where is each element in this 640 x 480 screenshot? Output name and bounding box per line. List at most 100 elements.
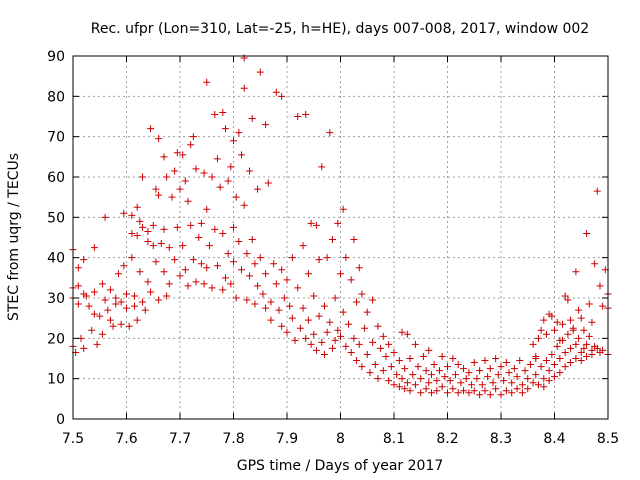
data-point bbox=[307, 340, 315, 348]
data-point bbox=[256, 68, 264, 76]
data-point bbox=[315, 312, 323, 320]
data-point bbox=[90, 244, 98, 252]
data-point bbox=[518, 389, 526, 397]
data-point bbox=[294, 113, 302, 120]
data-point bbox=[583, 340, 591, 348]
data-point bbox=[411, 340, 419, 348]
data-point bbox=[409, 371, 417, 379]
data-point bbox=[337, 270, 344, 278]
data-point bbox=[155, 191, 163, 199]
data-point bbox=[427, 371, 435, 379]
data-point bbox=[195, 234, 203, 241]
data-point bbox=[179, 242, 187, 250]
data-point bbox=[192, 165, 200, 173]
data-point bbox=[160, 268, 168, 276]
data-point bbox=[312, 221, 320, 229]
data-point bbox=[580, 344, 588, 352]
data-point bbox=[235, 129, 243, 137]
x-tick-label: 7.9 bbox=[276, 431, 298, 447]
data-point bbox=[254, 282, 262, 290]
data-point bbox=[192, 278, 200, 286]
data-point bbox=[173, 149, 181, 157]
data-point bbox=[572, 268, 580, 276]
data-point bbox=[452, 371, 460, 379]
data-point bbox=[128, 229, 136, 237]
data-point bbox=[219, 108, 227, 116]
data-point bbox=[288, 314, 296, 322]
data-point bbox=[540, 316, 548, 324]
data-point bbox=[500, 377, 508, 385]
data-point bbox=[377, 344, 385, 352]
data-point bbox=[144, 227, 152, 235]
data-point bbox=[246, 167, 254, 175]
data-point bbox=[278, 322, 286, 330]
data-point bbox=[168, 193, 176, 201]
data-point bbox=[331, 294, 339, 302]
data-point bbox=[534, 334, 542, 342]
data-point bbox=[270, 260, 278, 268]
data-point bbox=[572, 340, 580, 348]
data-point bbox=[350, 334, 358, 342]
data-point bbox=[312, 346, 320, 354]
data-point bbox=[219, 286, 227, 294]
x-tick-label: 7.5 bbox=[62, 431, 84, 447]
data-point bbox=[401, 385, 409, 393]
data-point bbox=[283, 328, 291, 336]
data-point bbox=[98, 330, 106, 338]
data-point bbox=[240, 84, 248, 92]
data-point bbox=[435, 367, 443, 375]
data-point bbox=[90, 288, 98, 296]
data-point bbox=[497, 391, 505, 399]
data-point bbox=[163, 173, 171, 181]
data-point bbox=[272, 280, 280, 288]
data-point bbox=[221, 125, 229, 133]
data-point bbox=[136, 217, 144, 225]
y-tick-label: 50 bbox=[47, 210, 65, 226]
tick-labels: 7.5 7.6 7.7 7.8 7.9 8 8.1 8.2 8.3 8.4 8.5 0 10 20 30 40… bbox=[47, 49, 619, 447]
data-point bbox=[567, 316, 575, 324]
data-point bbox=[302, 110, 310, 118]
data-point bbox=[438, 352, 446, 360]
data-point bbox=[235, 238, 243, 246]
data-point bbox=[537, 326, 545, 334]
data-point bbox=[304, 270, 312, 278]
data-point bbox=[307, 219, 315, 227]
data-point bbox=[85, 302, 93, 310]
data-point bbox=[548, 350, 556, 358]
data-point bbox=[251, 300, 259, 308]
data-point bbox=[478, 381, 486, 389]
data-point bbox=[342, 342, 350, 350]
data-point bbox=[337, 332, 344, 340]
data-point bbox=[179, 151, 187, 159]
data-point bbox=[302, 334, 310, 342]
data-point bbox=[385, 377, 393, 385]
data-point bbox=[465, 369, 473, 377]
data-point bbox=[569, 324, 577, 332]
data-points bbox=[69, 54, 612, 399]
data-point bbox=[526, 361, 534, 369]
data-point bbox=[112, 300, 120, 308]
data-point bbox=[449, 385, 457, 393]
data-point bbox=[468, 381, 476, 389]
data-point bbox=[326, 129, 334, 137]
data-point bbox=[508, 379, 516, 387]
data-point bbox=[556, 369, 564, 377]
data-point bbox=[548, 312, 556, 320]
data-point bbox=[446, 377, 454, 385]
data-point bbox=[371, 361, 379, 369]
x-tick-label: 8.5 bbox=[597, 431, 619, 447]
data-point bbox=[556, 355, 564, 362]
data-point bbox=[200, 280, 208, 288]
data-point bbox=[173, 223, 181, 231]
data-point bbox=[251, 260, 259, 268]
data-point bbox=[532, 355, 540, 362]
data-point bbox=[585, 332, 593, 340]
data-point bbox=[149, 242, 157, 250]
data-point bbox=[347, 276, 355, 284]
data-point bbox=[262, 304, 270, 312]
data-point bbox=[334, 326, 342, 334]
data-point bbox=[267, 316, 275, 324]
data-point bbox=[425, 379, 433, 387]
data-point bbox=[157, 240, 165, 248]
data-point bbox=[248, 115, 256, 123]
